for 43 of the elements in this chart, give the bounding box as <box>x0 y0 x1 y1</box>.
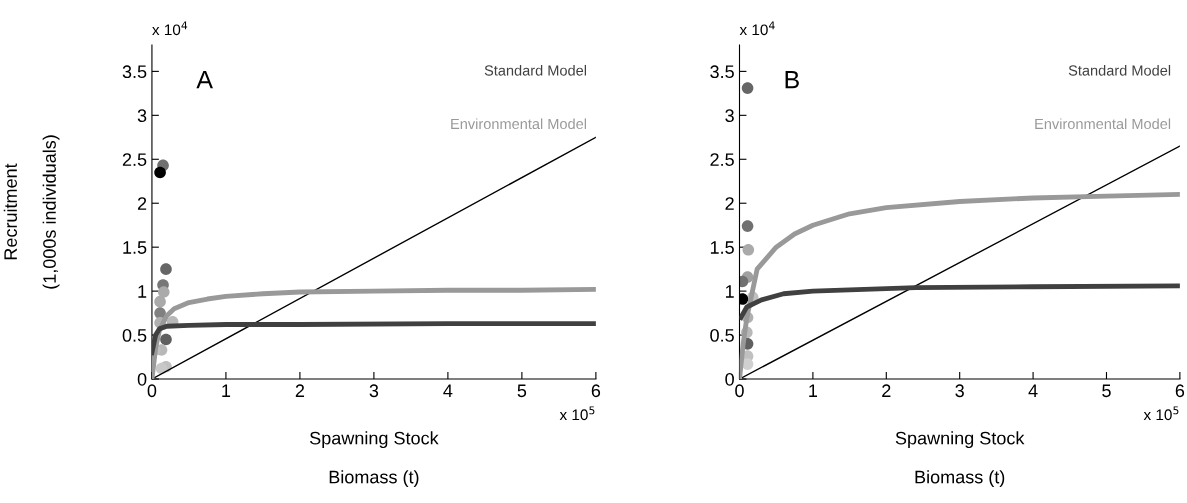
y-tick-label: 2.5 <box>122 153 147 166</box>
x-tick-label: 6 <box>1175 384 1185 398</box>
text: Spawning Stock Biomass (t) <box>309 431 439 487</box>
y-tick-label: 3 <box>137 109 147 123</box>
y-tick-label: 0 <box>725 372 734 386</box>
y-tick-label: 1.5 <box>710 241 734 254</box>
text: Spawning Stock Biomass (t) <box>895 431 1025 487</box>
text: Environmental Model <box>1035 118 1171 130</box>
x-tick-label: 3 <box>369 384 379 398</box>
x-tick-label: 0 <box>735 384 744 398</box>
text: x 10$^{4}$ <box>152 21 188 36</box>
x-tick-label: 2 <box>882 384 891 397</box>
text: Environmental Model <box>451 118 587 130</box>
y-tick-label: 2 <box>725 197 734 210</box>
y-tick-label: 2.5 <box>710 153 734 166</box>
y-tick-label: 1.5 <box>123 241 147 254</box>
y-tick-label: 2 <box>137 197 147 210</box>
annotation: B <box>785 71 799 89</box>
y-tick-label: 0 <box>137 372 147 386</box>
x-tick-label: 4 <box>1028 384 1038 397</box>
annotation: A <box>196 71 213 89</box>
x-tick-label: 1 <box>222 384 231 397</box>
x-tick-label: 4 <box>443 384 453 397</box>
x-tick-label: 6 <box>591 384 601 398</box>
y-tick-label: 0.5 <box>122 329 147 342</box>
text: Standard Model <box>1068 64 1171 76</box>
y-tick-label: 3.5 <box>122 65 147 79</box>
y-tick-label: 3 <box>725 109 734 123</box>
y-tick-label: 0.5 <box>710 329 734 342</box>
x-tick-label: 2 <box>295 384 305 397</box>
x-tick-label: 5 <box>1102 384 1111 398</box>
y-tick-label: 1 <box>725 285 734 298</box>
text: Recruitment (1,000s individuals) <box>3 135 60 289</box>
y-tick-label: 1 <box>138 285 147 298</box>
text: Standard Model <box>484 64 587 76</box>
x-tick-label: 0 <box>147 384 157 398</box>
text: x 10$^{4}$ <box>739 21 775 36</box>
text: x 10$^{5}$ <box>559 406 595 421</box>
text: x 10$^{5}$ <box>1143 406 1179 421</box>
x-tick-label: 3 <box>955 384 964 398</box>
x-tick-label: 1 <box>809 384 818 397</box>
x-tick-label: 5 <box>517 384 527 398</box>
y-tick-label: 3.5 <box>710 65 734 79</box>
